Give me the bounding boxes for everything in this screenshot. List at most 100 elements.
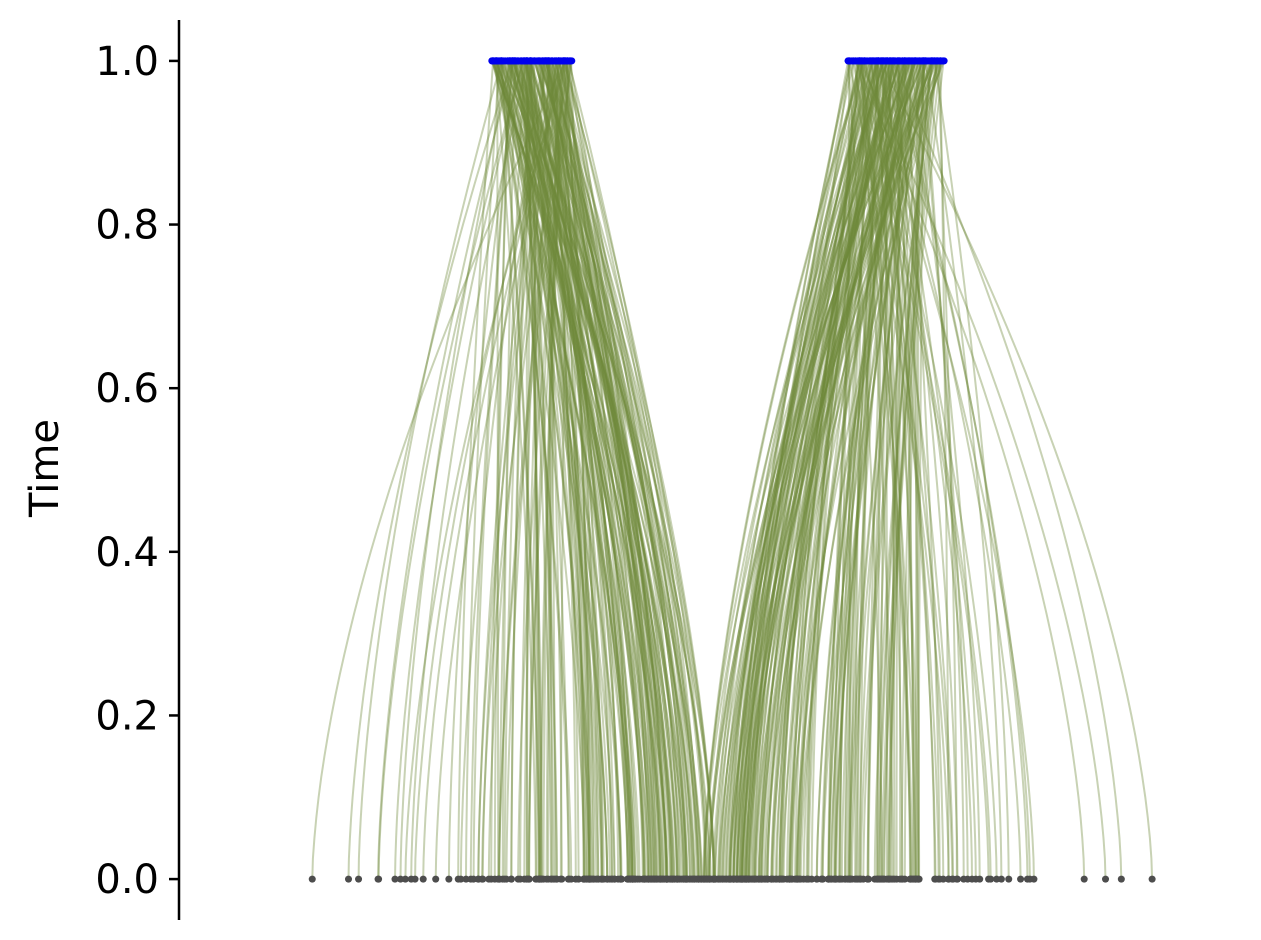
trajectory-line <box>404 60 569 880</box>
y-tick-label: 0.6 <box>95 366 159 412</box>
trajectory-line <box>849 60 880 880</box>
trajectory-line <box>897 60 916 880</box>
trajectory-line <box>542 60 629 880</box>
trajectory-line <box>713 60 880 880</box>
trajectory-line <box>514 60 588 880</box>
trajectory-line <box>505 60 560 880</box>
trajectory-line <box>766 60 896 880</box>
trajectory-line <box>859 60 894 880</box>
start-point <box>776 875 784 883</box>
trajectory-line <box>878 60 1154 880</box>
trajectory-line <box>735 60 932 880</box>
trajectory-line <box>838 60 875 880</box>
trajectory-line <box>788 60 899 880</box>
trajectory-line <box>551 60 696 880</box>
end-point <box>899 57 907 65</box>
trajectory-line <box>570 60 591 880</box>
trajectory-line <box>741 60 884 880</box>
trajectory-line <box>516 60 700 880</box>
trajectory-line <box>495 60 634 880</box>
start-point <box>575 875 583 883</box>
trajectory-line <box>875 60 904 880</box>
trajectory-line <box>760 60 916 880</box>
trajectory-line <box>563 60 680 880</box>
trajectory-line <box>501 60 695 880</box>
trajectory-line <box>838 60 888 880</box>
trajectory-line <box>741 60 892 880</box>
end-point <box>539 57 547 65</box>
end-point <box>919 57 927 65</box>
trajectory-line <box>562 60 708 880</box>
trajectory-line <box>753 60 897 880</box>
trajectory-line <box>858 60 992 880</box>
start-point <box>939 875 947 883</box>
trajectory-line <box>888 60 896 880</box>
trajectory-line <box>524 60 598 880</box>
trajectory-line <box>536 60 614 880</box>
trajectory-line <box>742 60 855 880</box>
trajectory-line <box>909 60 981 880</box>
trajectory-line <box>892 60 1029 880</box>
trajectory-line <box>547 60 562 880</box>
trajectory-line <box>544 60 637 880</box>
trajectory-line <box>528 60 551 880</box>
trajectory-line <box>881 60 942 880</box>
start-point <box>502 875 510 883</box>
trajectory-line <box>422 60 566 880</box>
trajectory-line <box>495 60 674 880</box>
start-point <box>758 875 766 883</box>
end-point <box>498 57 506 65</box>
trajectory-line <box>511 60 685 880</box>
trajectory-line <box>761 60 915 880</box>
trajectory-line <box>878 60 933 880</box>
trajectory-line <box>782 60 891 880</box>
trajectory-line <box>775 60 883 880</box>
trajectory-line <box>559 60 569 880</box>
trajectory-line <box>859 60 879 880</box>
trajectory-line <box>937 60 958 880</box>
trajectory-line <box>815 60 914 880</box>
trajectory-line <box>497 60 634 880</box>
start-point <box>495 875 503 883</box>
trajectory-line <box>566 60 657 880</box>
trajectory-line <box>860 60 912 880</box>
trajectory-line <box>526 60 652 880</box>
start-point <box>1026 875 1034 883</box>
trajectory-line <box>457 60 495 880</box>
start-point <box>1117 875 1125 883</box>
trajectory-line <box>472 60 514 880</box>
trajectory-line <box>510 60 531 880</box>
trajectory-line <box>526 60 532 880</box>
end-point <box>934 57 942 65</box>
end-point <box>884 57 892 65</box>
trajectory-line <box>850 60 934 880</box>
trajectory-line <box>510 60 632 880</box>
trajectory-line <box>714 60 921 880</box>
trajectory-line <box>879 60 920 880</box>
trajectory-line <box>501 60 650 880</box>
trajectory-line <box>732 60 874 880</box>
trajectory-line <box>735 60 866 880</box>
trajectory-line <box>791 60 904 880</box>
trajectory-line <box>544 60 707 880</box>
trajectory-line <box>542 60 560 880</box>
start-point <box>898 875 906 883</box>
trajectory-line <box>908 60 921 880</box>
trajectory-line <box>752 60 867 880</box>
trajectory-line <box>513 60 611 880</box>
trajectory-line <box>829 60 928 880</box>
trajectory-line <box>855 60 887 880</box>
trajectory-line <box>788 60 892 880</box>
trajectory-line <box>867 60 902 880</box>
trajectory-line <box>553 60 646 880</box>
trajectory-line <box>511 60 685 880</box>
trajectory-line <box>890 60 904 880</box>
start-point <box>411 875 419 883</box>
trajectory-line <box>410 60 529 880</box>
start-point <box>355 875 363 883</box>
start-point <box>813 875 821 883</box>
trajectory-line <box>730 60 901 880</box>
start-point <box>738 875 746 883</box>
start-point <box>345 875 353 883</box>
trajectory-line <box>717 60 935 880</box>
